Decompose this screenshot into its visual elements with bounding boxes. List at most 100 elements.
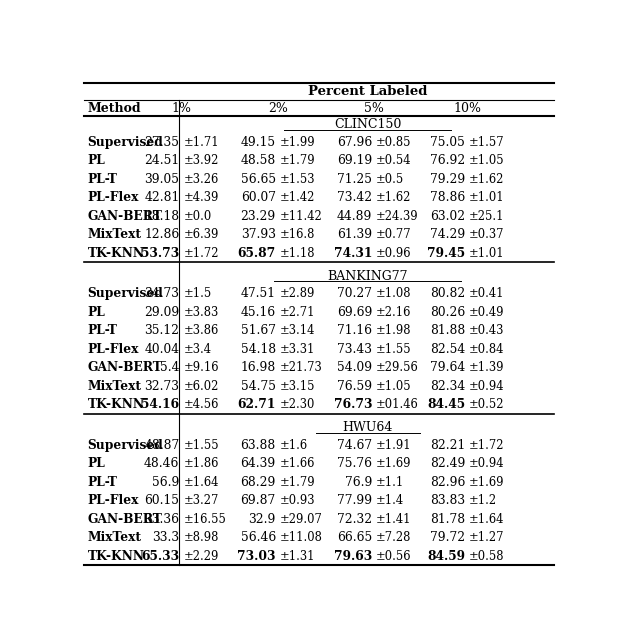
Text: Supervised: Supervised: [87, 439, 163, 452]
Text: 82.49: 82.49: [430, 457, 465, 471]
Text: GAN-BERT: GAN-BERT: [87, 513, 162, 526]
Text: ±1.55: ±1.55: [183, 439, 219, 452]
Text: ±3.4: ±3.4: [183, 343, 211, 356]
Text: 64.39: 64.39: [241, 457, 276, 471]
Text: 54.16: 54.16: [141, 398, 180, 412]
Text: ±1.55: ±1.55: [376, 343, 412, 356]
Text: ±1.01: ±1.01: [469, 191, 505, 204]
Text: 37.93: 37.93: [241, 229, 276, 241]
Text: ±1.91: ±1.91: [376, 439, 412, 452]
Text: ±0.56: ±0.56: [376, 550, 412, 562]
Text: ±1.42: ±1.42: [280, 191, 315, 204]
Text: ±1.5: ±1.5: [183, 288, 211, 300]
Text: 80.26: 80.26: [430, 306, 465, 319]
Text: 76.9: 76.9: [345, 476, 373, 489]
Text: 75.05: 75.05: [430, 136, 465, 149]
Text: 83.83: 83.83: [430, 494, 465, 507]
Text: ±0.93: ±0.93: [280, 494, 315, 507]
Text: 40.04: 40.04: [144, 343, 180, 356]
Text: TK-KNN: TK-KNN: [87, 398, 144, 412]
Text: 66.65: 66.65: [337, 531, 373, 544]
Text: ±1.6: ±1.6: [280, 439, 308, 452]
Text: 39.05: 39.05: [144, 173, 180, 186]
Text: GAN-BERT: GAN-BERT: [87, 361, 162, 374]
Text: 69.19: 69.19: [337, 154, 373, 168]
Text: ±01.46: ±01.46: [376, 398, 419, 412]
Text: 18.18: 18.18: [144, 210, 180, 223]
Text: ±1.18: ±1.18: [280, 247, 315, 260]
Text: 65.87: 65.87: [238, 247, 276, 260]
Text: ±1.79: ±1.79: [280, 154, 315, 168]
Text: ±1.79: ±1.79: [280, 476, 315, 489]
Text: 68.29: 68.29: [241, 476, 276, 489]
Text: PL-T: PL-T: [87, 173, 118, 186]
Text: 44.89: 44.89: [337, 210, 373, 223]
Text: ±0.94: ±0.94: [469, 380, 504, 393]
Text: 82.34: 82.34: [430, 380, 465, 393]
Text: 32.73: 32.73: [144, 380, 180, 393]
Text: 12.86: 12.86: [144, 229, 180, 241]
Text: ±0.37: ±0.37: [469, 229, 504, 241]
Text: ±0.41: ±0.41: [469, 288, 504, 300]
Text: 77.99: 77.99: [337, 494, 373, 507]
Text: PL: PL: [87, 154, 105, 168]
Text: GAN-BERT: GAN-BERT: [87, 210, 162, 223]
Text: 76.92: 76.92: [430, 154, 465, 168]
Text: 79.45: 79.45: [427, 247, 465, 260]
Text: ±3.14: ±3.14: [280, 324, 315, 337]
Text: 24.51: 24.51: [144, 154, 180, 168]
Text: 54.75: 54.75: [241, 380, 276, 393]
Text: 69.69: 69.69: [337, 306, 373, 319]
Text: ±6.39: ±6.39: [183, 229, 219, 241]
Text: TK-KNN: TK-KNN: [87, 550, 144, 562]
Text: ±1.86: ±1.86: [183, 457, 219, 471]
Text: ±0.85: ±0.85: [376, 136, 412, 149]
Text: 54.18: 54.18: [241, 343, 276, 356]
Text: ±0.49: ±0.49: [469, 306, 504, 319]
Text: PL: PL: [87, 457, 105, 471]
Text: ±2.16: ±2.16: [376, 306, 412, 319]
Text: ±1.71: ±1.71: [183, 136, 219, 149]
Text: 82.96: 82.96: [430, 476, 465, 489]
Text: ±21.73: ±21.73: [280, 361, 322, 374]
Text: 45.16: 45.16: [241, 306, 276, 319]
Text: 79.63: 79.63: [334, 550, 373, 562]
Text: ±16.8: ±16.8: [280, 229, 315, 241]
Text: 56.65: 56.65: [241, 173, 276, 186]
Text: 5.4: 5.4: [160, 361, 180, 374]
Text: ±1.53: ±1.53: [280, 173, 315, 186]
Text: 71.25: 71.25: [337, 173, 373, 186]
Text: ±2.30: ±2.30: [280, 398, 315, 412]
Text: ±29.07: ±29.07: [280, 513, 323, 526]
Text: ±1.57: ±1.57: [469, 136, 505, 149]
Text: ±3.26: ±3.26: [183, 173, 218, 186]
Text: ±8.98: ±8.98: [183, 531, 219, 544]
Text: ±1.69: ±1.69: [469, 476, 504, 489]
Text: 79.64: 79.64: [430, 361, 465, 374]
Text: ±0.58: ±0.58: [469, 550, 504, 562]
Text: 29.09: 29.09: [144, 306, 180, 319]
Text: ±1.2: ±1.2: [469, 494, 498, 507]
Text: ±0.94: ±0.94: [469, 457, 504, 471]
Text: ±0.96: ±0.96: [376, 247, 412, 260]
Text: MixText: MixText: [87, 380, 142, 393]
Text: ±2.71: ±2.71: [280, 306, 315, 319]
Text: MixText: MixText: [87, 531, 142, 544]
Text: MixText: MixText: [87, 229, 142, 241]
Text: Supervised: Supervised: [87, 136, 163, 149]
Text: 69.87: 69.87: [241, 494, 276, 507]
Text: ±2.89: ±2.89: [280, 288, 315, 300]
Text: 35.12: 35.12: [144, 324, 180, 337]
Text: ±24.39: ±24.39: [376, 210, 419, 223]
Text: PL-Flex: PL-Flex: [87, 191, 139, 204]
Text: ±1.64: ±1.64: [183, 476, 219, 489]
Text: ±3.31: ±3.31: [280, 343, 315, 356]
Text: 75.76: 75.76: [337, 457, 373, 471]
Text: ±0.84: ±0.84: [469, 343, 504, 356]
Text: ±0.0: ±0.0: [183, 210, 211, 223]
Text: ±1.31: ±1.31: [280, 550, 315, 562]
Text: 51.67: 51.67: [241, 324, 276, 337]
Text: 67.96: 67.96: [337, 136, 373, 149]
Text: ±29.56: ±29.56: [376, 361, 419, 374]
Text: Method: Method: [87, 101, 141, 114]
